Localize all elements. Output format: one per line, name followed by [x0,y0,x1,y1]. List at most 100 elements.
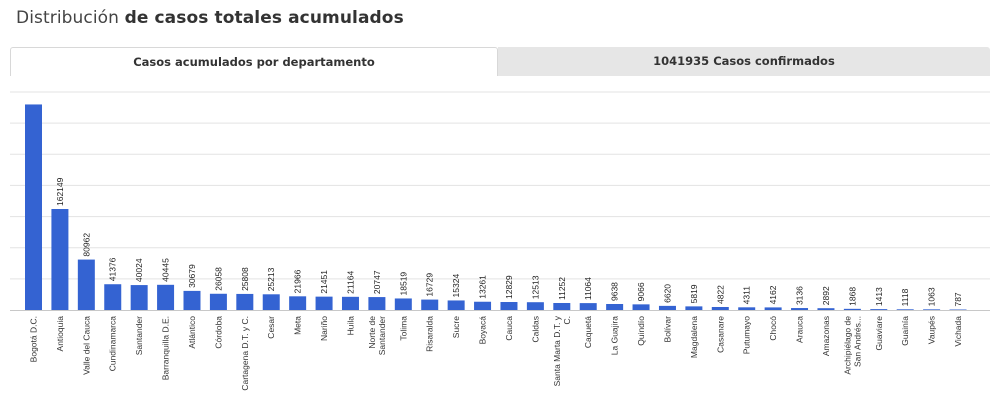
tab-bar: Casos acumulados por departamento 104193… [10,47,990,77]
bar [421,299,439,310]
data-label: 787 [953,292,963,306]
category-label: Meta [293,316,303,335]
data-label: 4162 [768,285,778,304]
category-label: Atlántico [187,316,197,349]
category-label: Antioquia [55,316,65,352]
category-label: Cauca [504,316,514,341]
category-label: Boyacá [478,316,488,345]
data-label: 13261 [478,275,488,299]
bar [262,294,280,310]
data-label: 21164 [345,271,355,294]
bar [25,104,42,310]
category-label: Guaviare [874,316,884,351]
category-label: Cesar [266,316,276,339]
category-label: Quindío [636,316,646,346]
bar [368,297,386,310]
category-label: Arauca [795,316,805,343]
chart-title: Distribución de casos totales acumulados [16,8,404,28]
bar [738,307,756,310]
category-label: Cartagena D.T. y C. [240,316,250,391]
bar [843,308,861,310]
category-label: Córdoba [213,316,223,349]
data-label: 1118 [900,288,910,306]
bar [51,209,69,310]
bar [500,302,518,310]
category-label: Cundinamarca [108,316,118,372]
category-label: Amazonas [821,316,831,356]
category-label: Valle del Cauca [81,316,91,375]
category-label: Risaralda [425,316,435,352]
tab-casos-confirmados[interactable]: 1041935 Casos confirmados [498,47,990,76]
data-label: 1063 [927,287,937,306]
data-label: 6620 [662,284,672,303]
data-label: 40445 [161,258,171,282]
bar [394,298,412,310]
data-label: 4311 [742,286,752,305]
category-label: La Guajira [610,316,620,355]
bar [447,300,465,310]
data-label: 162149 [55,177,65,206]
category-label: Santander [134,316,144,355]
category-label: San Andrés... [852,316,862,367]
category-label: Vaupés [927,316,937,344]
bar [553,302,571,310]
category-label: Caquetá [583,316,593,348]
data-label: 2892 [821,286,831,305]
category-label: Casanare [715,316,725,353]
bar [606,303,624,310]
bar [632,304,650,310]
bar [315,296,333,310]
bar [685,306,703,310]
bar [817,308,835,310]
bar [157,284,175,310]
data-label: 26058 [213,267,223,291]
bar [658,305,676,310]
category-label: Chocó [768,316,778,341]
category-label: Nariño [319,316,329,341]
data-label: 20747 [372,270,382,294]
title-bold: de casos totales acumulados [124,8,404,28]
data-label: 15324 [451,274,461,298]
bar [870,309,888,310]
data-label: 11252 [557,277,567,300]
title-prefix: Distribución [16,8,120,28]
bar [711,306,729,310]
data-label: 18519 [398,272,408,296]
data-label: 40024 [134,258,144,282]
data-label: 16729 [425,273,435,297]
category-label: Vichada [953,316,963,347]
data-label: 9638 [610,282,620,301]
data-label: 30679 [187,264,197,288]
bar [77,259,95,310]
bar [104,284,122,310]
data-label: 25808 [240,267,250,291]
data-label: 4822 [715,285,725,304]
data-label: 21966 [293,269,303,293]
data-label: 12513 [530,275,540,299]
data-label: 9066 [636,282,646,301]
category-label: Huila [345,316,355,336]
category-label: Magdalena [689,316,699,358]
category-label: Barranquilla D.E. [161,316,171,380]
bar [579,303,597,310]
category-label: Archipiélago de [842,316,852,375]
bar [236,293,254,310]
tab-casos-acumulados[interactable]: Casos acumulados por departamento [10,47,498,76]
bar [289,296,307,310]
category-label: Guainía [900,316,910,346]
category-label: Santa Marta D.T. y [552,315,562,386]
data-label: 80962 [81,233,91,257]
bar [183,290,201,310]
category-label: Norte de [367,316,377,349]
category-label: Bolívar [662,316,672,343]
category-label: Caldas [530,316,540,342]
category-label: Tolima [398,316,408,341]
bar [474,301,492,310]
bar [791,308,809,310]
data-label: 21451 [319,270,329,294]
bar [764,307,782,310]
bar [896,309,914,310]
data-label: 1868 [847,287,857,306]
bar [341,296,359,310]
data-label: 25213 [266,267,276,291]
